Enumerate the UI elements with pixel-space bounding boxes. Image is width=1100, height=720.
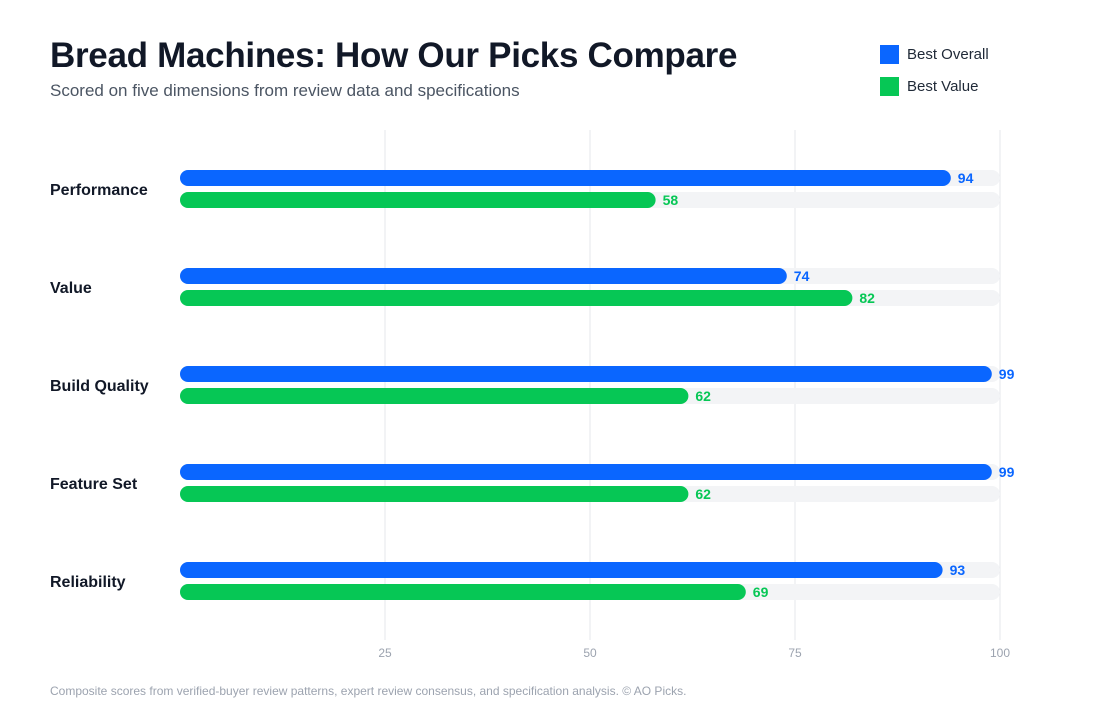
bar: [180, 486, 689, 502]
bar-value-label: 62: [695, 388, 711, 404]
bar: [180, 388, 689, 404]
legend: Best Overall Best Value: [880, 44, 989, 108]
legend-swatch-best-value: [880, 76, 899, 96]
x-tick-label: 25: [378, 646, 392, 660]
bar-value-label: 62: [695, 486, 711, 502]
x-tick-label: 100: [990, 646, 1010, 660]
chart-subtitle: Scored on five dimensions from review da…: [50, 81, 520, 100]
bar: [180, 464, 992, 480]
bar-value-label: 69: [753, 584, 769, 600]
chart-title: Bread Machines: How Our Picks Compare: [50, 36, 738, 75]
bar-value-label: 99: [999, 366, 1015, 382]
bar: [180, 584, 746, 600]
legend-label-best-overall: Best Overall: [907, 45, 989, 63]
category-label: Value: [50, 280, 92, 297]
bar: [180, 290, 853, 306]
legend-item-best-value: Best Value: [880, 76, 989, 96]
category-label: Reliability: [50, 574, 126, 591]
legend-label-best-value: Best Value: [907, 77, 979, 95]
bar: [180, 192, 656, 208]
bar-value-label: 94: [958, 170, 974, 186]
bar: [180, 268, 787, 284]
x-tick-label: 50: [583, 646, 597, 660]
bar: [180, 562, 943, 578]
footnote: Composite scores from verified-buyer rev…: [50, 684, 687, 698]
x-tick-label: 75: [788, 646, 802, 660]
category-label: Build Quality: [50, 378, 149, 395]
legend-swatch-best-overall: [880, 44, 899, 64]
bar-value-label: 74: [794, 268, 810, 284]
bar-value-label: 99: [999, 464, 1015, 480]
category-label: Feature Set: [50, 476, 138, 493]
bar-value-label: 82: [859, 290, 875, 306]
bar: [180, 366, 992, 382]
legend-item-best-overall: Best Overall: [880, 44, 989, 64]
category-label: Performance: [50, 182, 148, 199]
bar-value-label: 58: [663, 192, 679, 208]
bar: [180, 170, 951, 186]
bar-value-label: 93: [950, 562, 966, 578]
